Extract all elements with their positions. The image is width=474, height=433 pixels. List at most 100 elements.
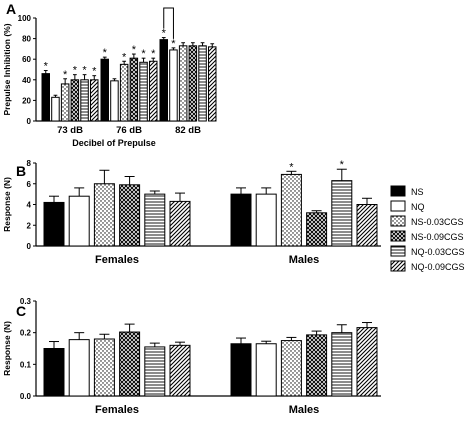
y-tick-label: 8 [27,159,32,168]
bar-ns-009cgs [119,184,141,247]
significance-star: * [132,44,137,56]
significance-star: * [82,65,87,77]
comparison-bracket [163,7,174,39]
bar-ns [41,73,50,122]
x-axis-label: Decibel of Prepulse [72,138,156,148]
bar-nq-009cgs [90,79,99,122]
bar-ns-009cgs [70,79,80,122]
bar-ns-003cgs [93,183,115,247]
significance-star: * [340,159,345,171]
y-tick-label: 0.0 [20,392,32,401]
bar-nq [51,96,60,122]
x-category-label: Males [289,254,320,266]
significance-star: * [92,66,97,78]
legend-label: NS-0.03CGS [411,217,464,227]
panel-a: A 0 20 40 60 80 100 Prepulse Inhibition (%) * * * *… [2,1,217,148]
bar-ns-009cgs [188,45,198,122]
bar-ns [230,193,252,247]
bar-ns-003cgs [178,45,188,122]
legend-label: NS [411,187,424,197]
legend-swatch-nq-003cgs [390,245,406,257]
legend-label: NQ [411,202,425,212]
bar-nq-003cgs [144,346,166,397]
y-tick-label: 60 [22,55,31,64]
y-tick-label: 80 [22,35,31,44]
bar-nq-009cgs [356,327,378,397]
legend-swatch-nq [390,200,406,212]
x-category-label: Females [95,404,139,416]
x-category-label: 76 dB [116,125,142,136]
bar-ns [43,201,65,247]
bar-nq [68,195,90,247]
significance-star: * [103,47,108,59]
bar-ns-009cgs [306,212,328,247]
bar-nq-009cgs [169,344,191,397]
bar-nq-009cgs [208,46,217,122]
y-tick-label: 0.1 [20,360,32,369]
bar-ns [159,39,168,122]
bar-nq-003cgs [331,180,353,247]
panel-c: C 0.0 0.1 0.2 0.3 Response (N) Females Males [2,297,381,416]
panel-label: B [16,163,26,179]
bar-nq-003cgs [331,332,353,397]
significance-star: * [151,48,156,60]
legend-swatch-ns [390,185,406,197]
bar-nq-003cgs [80,79,89,122]
y-axis-label: Response (N) [2,177,12,232]
y-axis-label: Prepulse Inhibition (%) [2,23,12,115]
panel-b: B 0 2 4 6 8 Response (N) Females * * Males [2,159,381,266]
x-category-label: Males [289,404,320,416]
y-tick-label: 20 [22,96,31,105]
bar-ns-003cgs [60,83,70,122]
legend-label: NQ-0.03CGS [411,247,465,257]
bar-ns-003cgs [280,173,302,247]
bar-ns-003cgs [280,340,302,397]
legend: NS NQ NS-0.03CGS NS-0.09CGS NQ-0.03CGS NQ-0.0… [390,185,465,272]
legend-label: NS-0.09CGS [411,232,464,242]
x-category-label: 82 dB [175,125,201,136]
bar-nq [110,80,119,122]
significance-star: * [289,161,294,173]
bar-ns [100,58,109,122]
bar-nq [255,343,277,397]
y-tick-label: 2 [27,221,32,230]
bar-ns-009cgs [306,334,328,397]
x-category-label: 73 dB [57,125,83,136]
y-axis-label: Response (N) [2,321,12,376]
x-category-label: Females [95,254,139,266]
significance-star: * [73,65,78,77]
legend-swatch-ns-003cgs [390,215,406,227]
panel-label: A [6,1,16,17]
bar-ns [230,343,252,397]
bar-ns-003cgs [119,63,129,122]
y-tick-label: 6 [27,180,32,189]
bar-ns-009cgs [129,57,139,122]
legend-swatch-ns-009cgs [390,230,406,242]
y-tick-label: 100 [18,14,32,23]
legend-swatch-nq-009cgs [390,260,406,272]
panel-label: C [16,303,26,319]
significance-star: * [141,48,146,60]
significance-star: * [44,61,49,73]
bar-nq-009cgs [356,204,378,247]
y-tick-label: 40 [22,76,31,85]
bar-nq-003cgs [144,193,166,247]
bar-nq-003cgs [198,45,207,122]
significance-star: * [63,69,68,81]
legend-label: NQ-0.09CGS [411,262,465,272]
y-tick-label: 4 [27,201,32,210]
bar-nq [68,339,90,397]
y-tick-label: 0 [27,117,32,126]
bar-nq-003cgs [139,61,148,122]
y-tick-label: 0 [27,242,32,251]
significance-star: * [162,28,167,40]
significance-star: * [122,51,127,63]
bar-nq [169,49,178,122]
bar-nq [255,193,277,247]
significance-star: * [171,38,176,50]
bar-nq-009cgs [169,200,191,247]
bar-ns-003cgs [93,338,115,397]
bar-ns [43,348,65,397]
y-tick-label: 0.2 [20,329,32,338]
